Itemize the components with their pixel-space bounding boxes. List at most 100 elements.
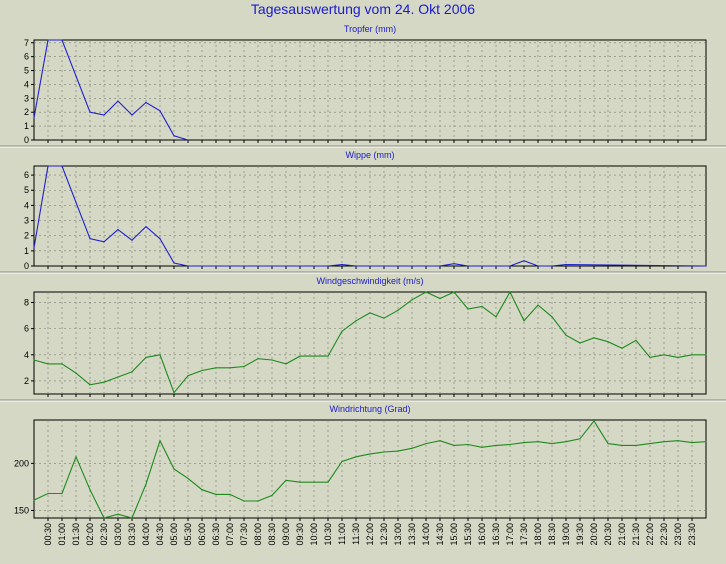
data-point (369, 312, 371, 314)
data-point (271, 359, 273, 361)
data-point (61, 492, 63, 495)
x-tick-label: 12:30 (379, 523, 389, 546)
x-tick-label: 18:00 (533, 523, 543, 546)
data-point (481, 305, 483, 307)
data-point (523, 320, 525, 322)
y-tick-label: 4 (24, 79, 29, 89)
data-point (117, 100, 119, 102)
data-point (495, 316, 497, 318)
data-point (537, 441, 539, 443)
data-point (593, 337, 595, 339)
x-tick-label: 07:00 (225, 523, 235, 546)
data-point (89, 384, 91, 386)
x-tick-label: 04:30 (155, 523, 165, 546)
x-tick-label: 00:30 (43, 523, 53, 546)
data-point (299, 481, 301, 483)
x-tick-label: 21:30 (631, 523, 641, 546)
data-point (453, 291, 455, 293)
x-tick-label: 05:30 (183, 523, 193, 546)
y-tick-label: 150 (14, 505, 29, 515)
data-point (117, 229, 119, 231)
data-point (341, 330, 343, 332)
data-point (131, 371, 133, 373)
data-point (691, 354, 693, 356)
data-point (33, 117, 35, 119)
panel-title: Windgeschwindigkeit (m/s) (316, 276, 423, 286)
y-tick-label: 3 (24, 93, 29, 103)
data-point (453, 444, 455, 447)
data-point (103, 381, 105, 383)
data-point (187, 265, 189, 267)
data-point (131, 239, 133, 241)
data-point (663, 354, 665, 356)
x-tick-label: 17:30 (519, 523, 529, 546)
data-point (397, 309, 399, 311)
data-point (229, 367, 231, 369)
x-tick-label: 11:00 (337, 523, 347, 545)
x-tick-label: 03:30 (127, 523, 137, 546)
data-point (257, 358, 259, 360)
y-tick-label: 8 (24, 297, 29, 307)
x-tick-label: 06:30 (211, 523, 221, 546)
data-point (537, 265, 539, 267)
data-point (439, 265, 441, 267)
data-point (621, 347, 623, 349)
x-tick-label: 17:00 (505, 523, 515, 546)
data-point (383, 317, 385, 319)
data-point (215, 493, 217, 496)
x-tick-label: 19:00 (561, 523, 571, 546)
data-point (523, 442, 525, 444)
data-point (33, 247, 35, 249)
data-point (145, 101, 147, 104)
data-point (453, 263, 455, 265)
data-point (187, 375, 189, 377)
data-point (187, 477, 189, 480)
data-point (411, 447, 413, 449)
data-point (691, 442, 693, 444)
x-tick-label: 23:00 (673, 523, 683, 546)
x-tick-label: 22:00 (645, 523, 655, 546)
data-point (103, 114, 105, 116)
x-tick-label: 02:30 (99, 523, 109, 546)
data-point (355, 320, 357, 322)
data-point (509, 265, 511, 267)
data-point (159, 110, 161, 112)
data-point (285, 363, 287, 365)
data-point (649, 356, 651, 358)
y-tick-label: 200 (14, 458, 29, 468)
data-point (47, 165, 49, 167)
data-point (173, 468, 175, 470)
y-tick-label: 0 (24, 261, 29, 271)
data-point (229, 493, 231, 496)
data-point (103, 517, 105, 519)
data-point (173, 392, 175, 394)
data-point (439, 440, 441, 442)
data-point (117, 376, 119, 378)
x-tick-label: 15:00 (449, 523, 459, 546)
data-point (635, 444, 637, 447)
x-tick-label: 13:00 (393, 523, 403, 546)
data-point (201, 369, 203, 372)
data-point (159, 238, 161, 240)
data-point (355, 456, 357, 458)
x-tick-label: 03:00 (113, 523, 123, 546)
data-point (159, 354, 161, 356)
data-point (327, 481, 329, 483)
data-point (481, 446, 483, 448)
data-point (579, 342, 581, 344)
data-point (677, 440, 679, 442)
data-point (523, 260, 525, 262)
data-point (313, 481, 315, 483)
data-point (145, 483, 147, 485)
y-tick-label: 1 (24, 121, 29, 131)
data-point (425, 291, 427, 293)
data-point (621, 444, 623, 447)
data-point (369, 453, 371, 455)
data-point (47, 492, 49, 495)
x-tick-label: 09:00 (281, 523, 291, 546)
data-point (565, 441, 567, 443)
x-tick-label: 20:30 (603, 523, 613, 546)
y-tick-label: 2 (24, 231, 29, 241)
x-tick-label: 06:00 (197, 523, 207, 546)
